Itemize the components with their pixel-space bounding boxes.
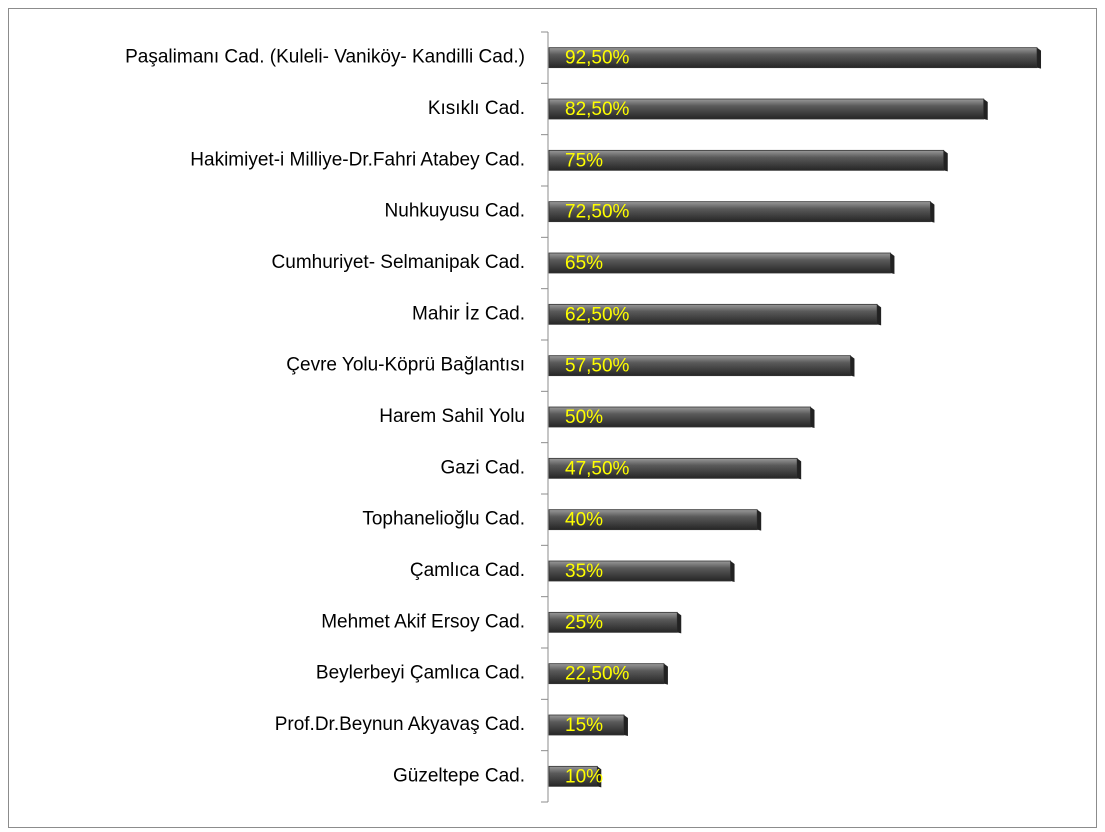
data-label: 25% [565, 612, 603, 633]
y-tick-label: Harem Sahil Yolu [379, 406, 525, 427]
bar-end [663, 663, 668, 685]
bar-end [597, 766, 602, 788]
bar-end [983, 99, 988, 120]
y-tick-label: Nuhkuyusu Cad. [385, 201, 525, 222]
y-tick-label: Gazi Cad. [441, 457, 525, 478]
y-tick-label: Prof.Dr.Beynun Akyavaş Cad. [275, 714, 525, 735]
y-tick-label: Hakimiyet-i Milliye-Dr.Fahri Atabey Cad. [190, 149, 525, 170]
bar-end [877, 304, 882, 326]
bar-end [623, 715, 628, 736]
data-label: 22,50% [565, 664, 630, 685]
bar-end [810, 407, 815, 428]
bar-end [890, 253, 895, 274]
bar-end [943, 150, 948, 172]
data-label: 65% [565, 253, 603, 274]
bar-end [797, 458, 802, 480]
data-label: 62,50% [565, 304, 630, 325]
y-tick-label: Paşalimanı Cad. (Kuleli- Vaniköy- Kandil… [125, 47, 525, 68]
bar-end [1037, 47, 1042, 69]
data-label: 40% [565, 510, 603, 531]
data-label: 75% [565, 150, 603, 171]
y-tick-label: Kısıklı Cad. [428, 98, 525, 119]
y-tick-label: Mehmet Akif Ersoy Cad. [321, 611, 525, 632]
data-label: 15% [565, 715, 603, 736]
bar-end [730, 561, 735, 582]
data-label: 50% [565, 407, 603, 428]
data-label: 47,50% [565, 458, 630, 479]
y-tick-label: Çevre Yolu-Köprü Bağlantısı [286, 355, 525, 376]
data-label: 35% [565, 561, 603, 582]
bar-end [757, 509, 762, 531]
data-label: 57,50% [565, 356, 630, 377]
y-tick-label: Cumhuriyet- Selmanipak Cad. [272, 252, 525, 273]
bar-end [850, 355, 855, 377]
data-label: 10% [565, 766, 603, 787]
y-tick-label: Güzeltepe Cad. [393, 765, 525, 786]
data-label: 72,50% [565, 202, 630, 223]
bar-end [677, 612, 682, 634]
bar [548, 149, 945, 171]
y-tick-label: Mahir İz Cad. [412, 303, 525, 324]
y-tick-label: Beylerbeyi Çamlıca Cad. [316, 663, 525, 684]
data-label: 82,50% [565, 99, 630, 120]
y-tick-label: Tophanelioğlu Cad. [362, 509, 525, 530]
bar-end [930, 201, 935, 223]
y-tick-label: Çamlıca Cad. [410, 560, 525, 581]
data-label: 92,50% [565, 48, 630, 69]
